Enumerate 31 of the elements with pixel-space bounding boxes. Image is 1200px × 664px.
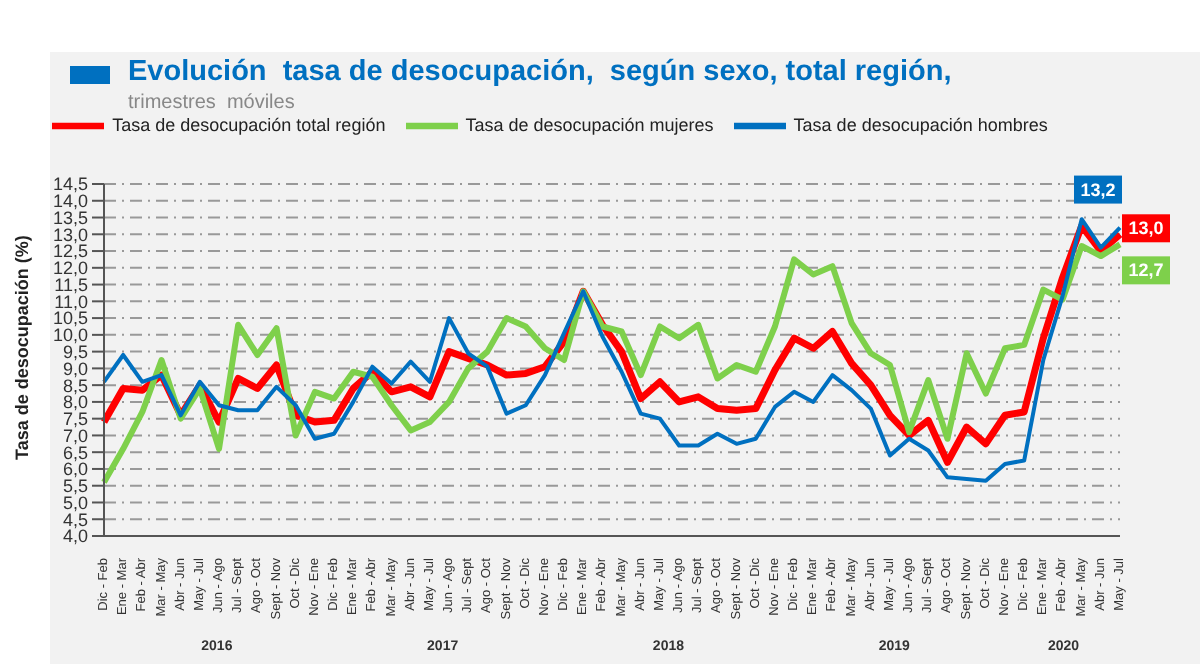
y-tick-label: 4,0: [62, 526, 88, 547]
y-tick-label: 9,0: [62, 358, 88, 379]
data-label: 13,2: [1080, 179, 1116, 200]
y-tick-label: 5,0: [62, 492, 88, 513]
y-axis-title: Tasa de desocupación (%): [12, 235, 33, 460]
y-tick-label: 6,0: [62, 459, 88, 480]
legend-label: Tasa de desocupación total región: [112, 114, 386, 135]
y-tick-label: 12,5: [52, 241, 88, 262]
legend-label: Tasa de desocupación hombres: [793, 114, 1048, 135]
data-label: 13,0: [1128, 218, 1164, 239]
y-tick-label: 7,0: [62, 425, 88, 446]
y-tick-label: 11,5: [54, 274, 88, 295]
y-tick-label: 13,5: [52, 207, 88, 228]
chart-subtitle: trimestres móviles: [128, 92, 295, 114]
y-tick-label: 8,0: [62, 392, 88, 413]
y-tick-label: 7,5: [62, 409, 88, 430]
y-tick-label: 6,5: [62, 442, 88, 463]
legend-label: Tasa de desocupación mujeres: [465, 114, 714, 135]
y-tick-label: 8,5: [62, 375, 88, 396]
y-tick-label: 13,0: [52, 224, 88, 245]
y-tick-label: 5,5: [62, 476, 88, 497]
y-tick-label: 4,5: [62, 509, 88, 530]
chart-title: Evolución tasa de desocupación, según sexo, total región,: [128, 56, 952, 88]
y-tick-label: 14,0: [52, 191, 88, 212]
y-tick-label: 14,5: [52, 174, 88, 195]
y-tick-label: 10,0: [52, 325, 88, 346]
y-tick-label: 11,0: [54, 291, 88, 312]
data-label: 12,7: [1128, 260, 1164, 281]
y-tick-label: 10,5: [52, 308, 88, 329]
y-tick-label: 12,0: [52, 258, 88, 279]
y-tick-label: 9,5: [62, 342, 88, 363]
